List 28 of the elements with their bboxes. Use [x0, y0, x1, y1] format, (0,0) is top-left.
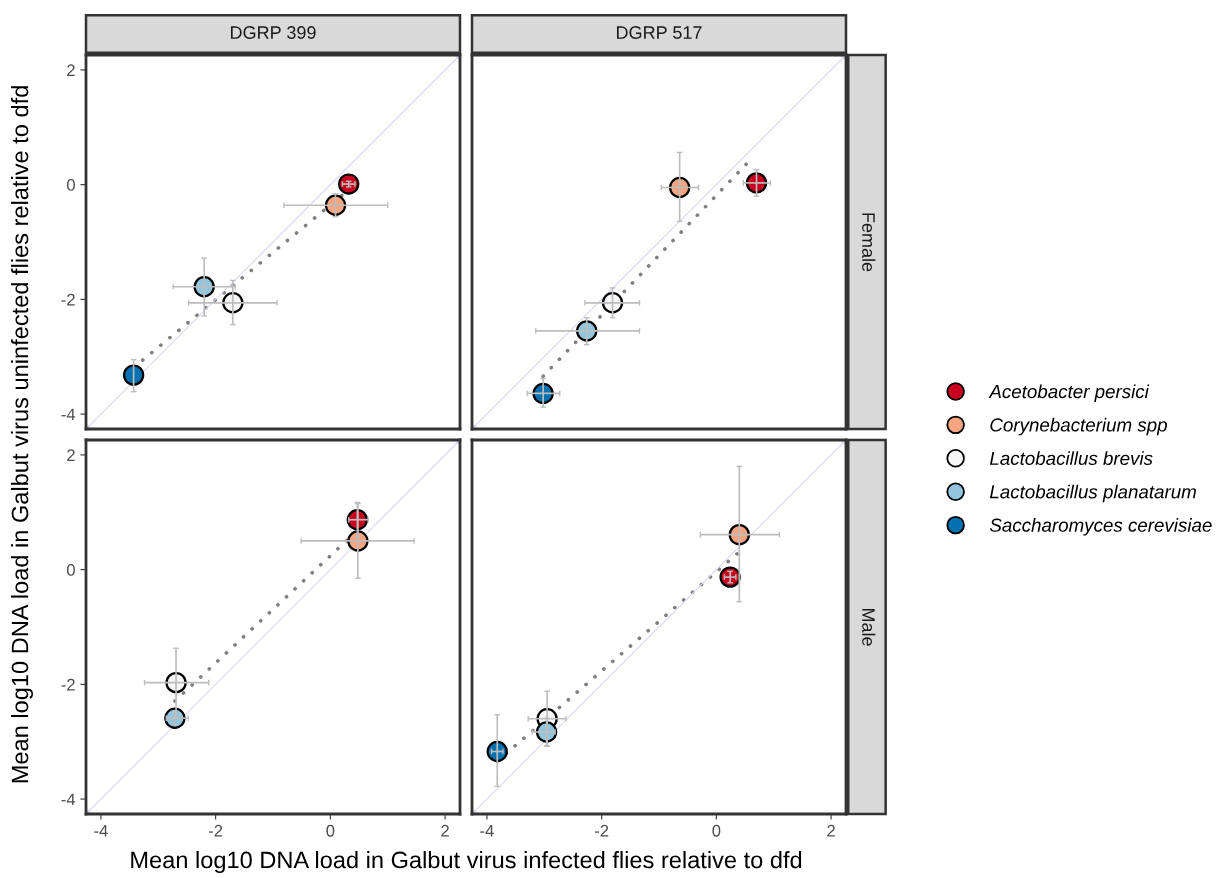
y-tick-label: -4 — [61, 408, 76, 421]
x-tick-label: 0 — [712, 824, 721, 837]
y-tick-label: 2 — [67, 64, 75, 76]
legend-label: Corynebacterium spp — [990, 417, 1167, 436]
y-tick-label: 0 — [66, 179, 75, 191]
legend-label: Lactobacillus planatarum — [989, 484, 1196, 503]
y-tick-label: -4 — [61, 793, 76, 806]
legend-label: Saccharomyces cerevisiae — [989, 518, 1212, 536]
y-tick-label: -2 — [61, 678, 75, 691]
x-tick-label: 0 — [326, 824, 335, 837]
y-axis-title: Mean log10 DNA load in Galbut virus uninfected flies relative to dfd — [11, 86, 33, 783]
y2-axis-title: Male — [862, 608, 876, 646]
y-tick-label: 2 — [67, 449, 75, 461]
chart-title: DGRP 517 — [616, 26, 702, 39]
y-tick-label: 0 — [66, 564, 75, 576]
legend-label: Acetobacter persici — [988, 384, 1150, 402]
x-tick-label: -4 — [480, 825, 494, 837]
x-axis-title: Mean log10 DNA load in Galbut virus infected flies relative to dfd — [131, 850, 802, 874]
x-tick-label: -2 — [594, 824, 609, 837]
x-tick-label: -4 — [94, 825, 108, 837]
point — [122, 364, 145, 386]
y2-axis-title: Female — [862, 213, 876, 272]
chart-title: DGRP 399 — [230, 26, 316, 39]
x-tick-label: 2 — [827, 824, 835, 837]
y-tick-label: -2 — [61, 293, 75, 306]
x-tick-label: 2 — [441, 824, 449, 837]
x-tick-label: -2 — [208, 824, 223, 837]
legend-label: Lactobacillus brevis — [989, 451, 1153, 466]
